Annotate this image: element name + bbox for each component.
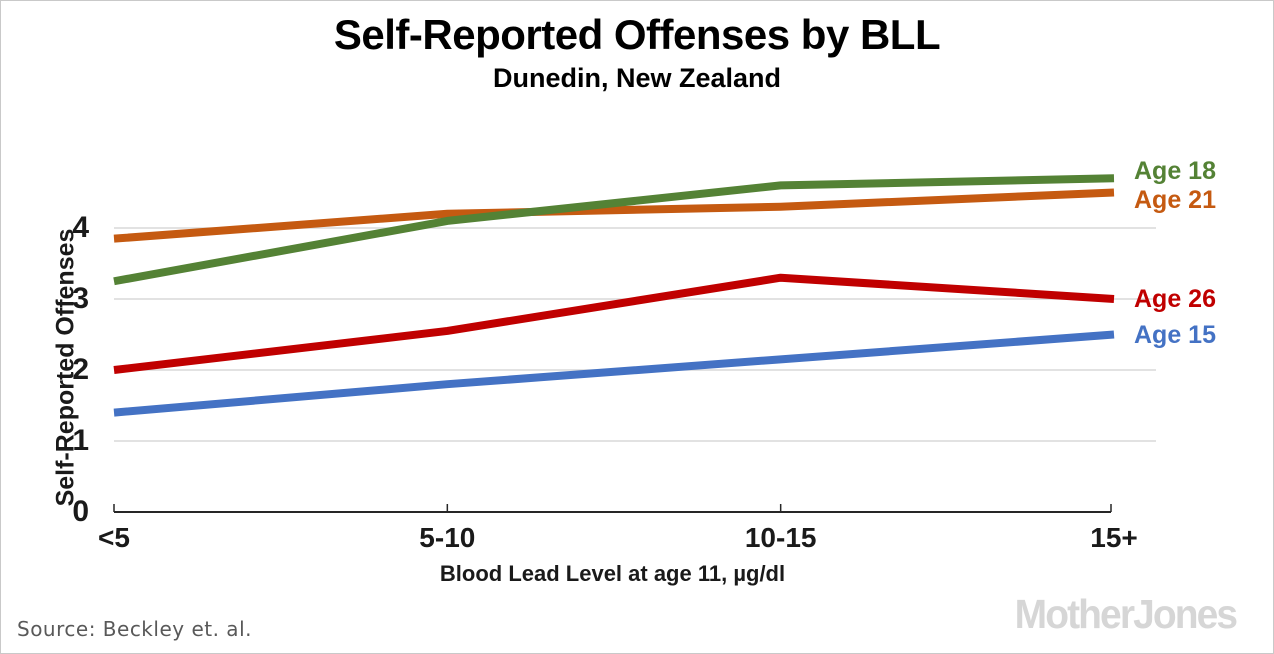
legend-label-age-15: Age 15 (1134, 320, 1216, 349)
y-tick-label-2: 2 (72, 353, 89, 386)
chart-title: Self-Reported Offenses by BLL (333, 11, 941, 58)
series-line-age-18 (113, 174, 1115, 286)
x-tick-label-1: 5-10 (419, 522, 476, 553)
y-axis-title: Self-Reported Offenses (51, 228, 80, 507)
motherjones-logo: MotherJones (1014, 591, 1238, 637)
y-tick-label-3: 3 (72, 282, 89, 315)
y-tick-label-0: 0 (72, 495, 89, 528)
legend-label-age-26: Age 26 (1134, 285, 1216, 313)
y-tick-label-1: 1 (72, 424, 89, 457)
x-tick-label-0: <5 (98, 522, 130, 553)
series-line-age-15 (113, 330, 1115, 417)
legend-label-age-18: Age 18 (1134, 157, 1216, 186)
series-line-age-21 (113, 188, 1115, 243)
x-tick-label-2: 10-15 (744, 522, 817, 553)
source-note: Source: Beckley et. al. (17, 617, 252, 641)
legend-label-age-21: Age 21 (1134, 185, 1216, 214)
chart-subtitle: Dunedin, New Zealand (492, 63, 782, 93)
series-line-age-26 (113, 273, 1115, 374)
y-tick-label-4: 4 (72, 211, 89, 244)
x-tick-label-3: 15+ (1090, 522, 1138, 553)
x-axis-title: Blood Lead Level at age 11, µg/dl (439, 561, 786, 586)
